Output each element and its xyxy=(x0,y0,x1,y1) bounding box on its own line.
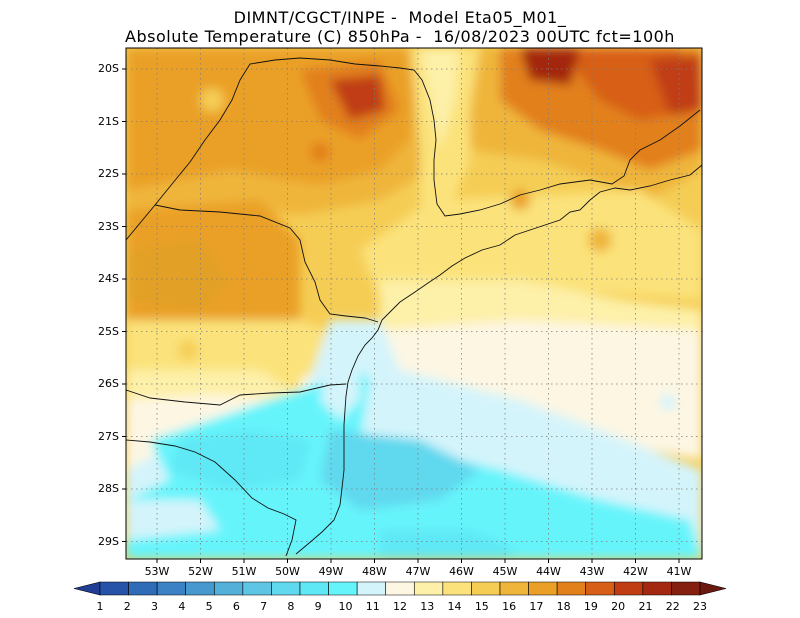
colorbar-swatch xyxy=(213,581,244,596)
colorbar-label: 6 xyxy=(232,600,240,613)
lon-label: 44W xyxy=(536,565,561,578)
axis-ticks xyxy=(122,68,680,563)
lon-label: 53W xyxy=(144,565,170,578)
colorbar-swatch xyxy=(699,581,727,596)
colorbar-label: 3 xyxy=(151,600,159,613)
colorbar-swatch xyxy=(99,581,129,596)
colorbar-swatch xyxy=(271,581,301,596)
colorbar-label: 15 xyxy=(474,600,489,613)
lat-label: 26S xyxy=(98,377,119,390)
colorbar-label: 7 xyxy=(260,600,268,613)
colorbar-swatch xyxy=(499,581,529,596)
colorbar-swatch xyxy=(671,581,701,596)
lon-label: 43W xyxy=(579,565,605,578)
coastline xyxy=(295,164,702,555)
lat-label: 23S xyxy=(98,219,119,233)
colorbar-label: 22 xyxy=(665,600,680,613)
lat-label: 21S xyxy=(98,114,119,128)
colorbar-label: 11 xyxy=(365,600,380,613)
temperature-field xyxy=(126,48,702,559)
state-border xyxy=(154,204,379,323)
lon-label: 47W xyxy=(405,565,431,578)
lon-label: 52W xyxy=(188,565,213,578)
state-border xyxy=(126,57,701,241)
colorbar-label: 13 xyxy=(420,600,435,613)
colorbar-swatch xyxy=(185,581,215,596)
colorbar-swatch xyxy=(242,581,272,596)
colorbar-swatch xyxy=(385,581,415,596)
colorbar-label: 19 xyxy=(583,600,598,613)
lat-label: 27S xyxy=(98,429,119,443)
colorbar-label: 16 xyxy=(502,600,517,613)
colorbar-swatch xyxy=(528,581,558,596)
lat-label: 22S xyxy=(98,167,119,180)
colorbar-swatch xyxy=(328,581,358,596)
colorbar-swatch xyxy=(413,581,444,596)
graticule xyxy=(126,48,702,559)
colorbar-swatch xyxy=(128,581,158,596)
colorbar-swatch xyxy=(471,581,501,596)
colorbar-swatch xyxy=(585,581,615,596)
colorbar-label: 8 xyxy=(287,600,295,613)
colorbar-swatch xyxy=(613,581,644,596)
lat-label: 28S xyxy=(98,482,119,495)
state-border xyxy=(126,439,297,557)
colorbar-label: 10 xyxy=(338,600,353,613)
map-frame xyxy=(125,47,703,560)
colorbar-label: 12 xyxy=(393,600,407,613)
colorbar-swatch xyxy=(356,581,387,596)
lon-label: 42W xyxy=(623,565,648,578)
lon-label: 50W xyxy=(275,565,300,578)
colorbar xyxy=(73,581,727,596)
state-border xyxy=(126,383,347,406)
lat-label: 25S xyxy=(98,324,119,338)
colorbar-swatch xyxy=(156,581,187,596)
colorbar-label: 17 xyxy=(529,600,544,613)
lat-label: 24S xyxy=(98,272,119,285)
lon-label: 51W xyxy=(231,565,257,578)
lat-label: 20S xyxy=(98,62,119,75)
colorbar-swatch xyxy=(299,581,329,596)
colorbar-swatch xyxy=(442,581,472,596)
colorbar-label: 21 xyxy=(638,600,653,613)
colorbar-label: 14 xyxy=(447,600,462,613)
lat-label: 29S xyxy=(98,534,119,548)
map-title: DIMNT/CGCT/INPE - Model Eta05_M01_ xyxy=(233,8,567,27)
colorbar-swatch xyxy=(642,581,672,596)
colorbar-label: 4 xyxy=(178,600,186,613)
colorbar-label: 23 xyxy=(693,600,707,613)
colorbar-label: 18 xyxy=(556,600,571,613)
lon-label: 46W xyxy=(449,565,474,578)
colorbar-swatch xyxy=(556,581,587,596)
colorbar-label: 2 xyxy=(123,600,131,613)
lon-label: 49W xyxy=(318,565,344,578)
coastline-borders xyxy=(126,57,702,557)
colorbar-label: 1 xyxy=(96,600,104,613)
colorbar-label: 5 xyxy=(205,600,213,613)
lon-label: 48W xyxy=(362,565,387,578)
lon-label: 41W xyxy=(666,565,692,578)
map-subtitle: Absolute Temperature (C) 850hPa - 16/08/… xyxy=(125,27,675,46)
lon-label: 45W xyxy=(492,565,518,578)
colorbar-label: 9 xyxy=(314,600,322,613)
colorbar-swatch xyxy=(73,581,101,596)
colorbar-label: 20 xyxy=(611,600,626,613)
